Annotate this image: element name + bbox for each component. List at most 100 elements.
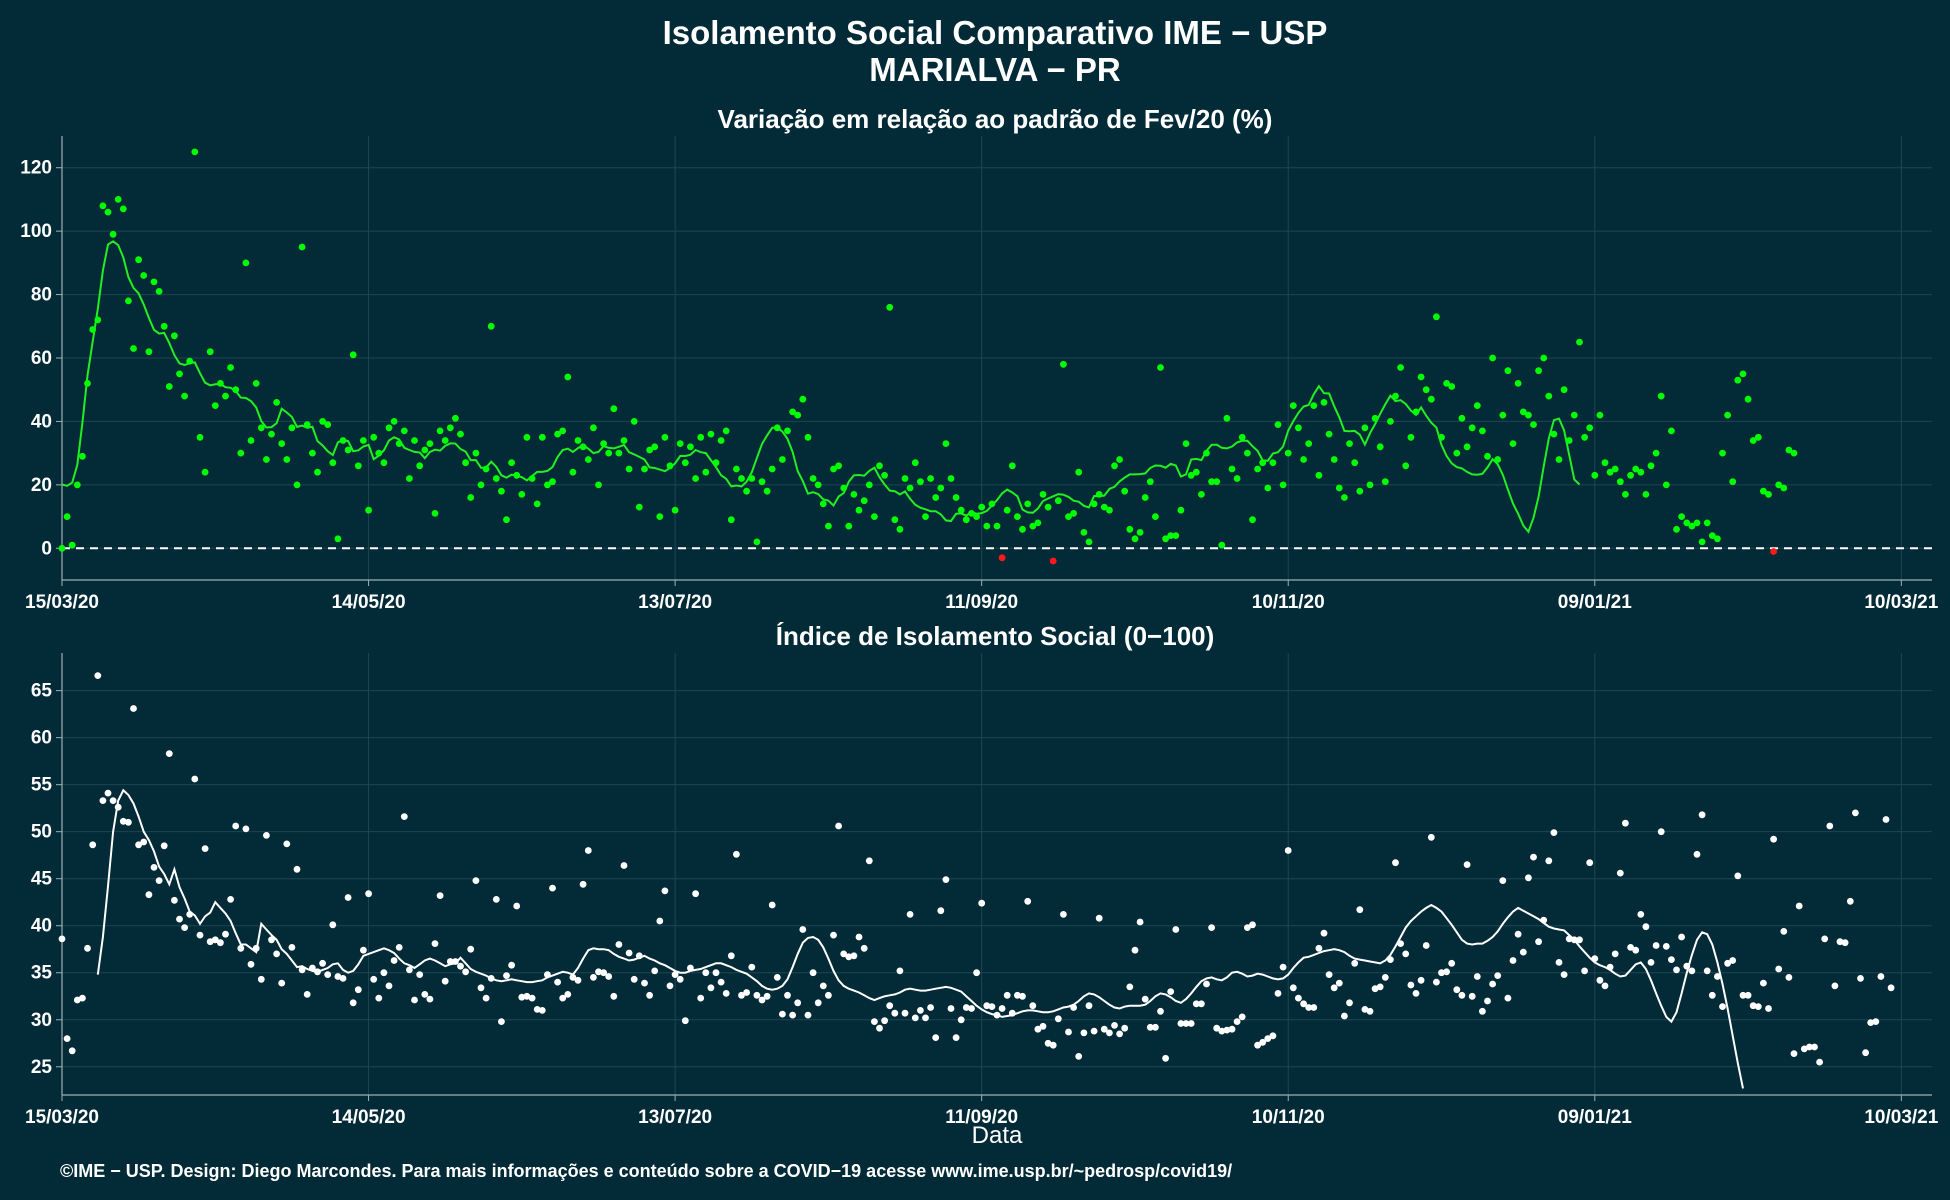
variation-point xyxy=(1361,424,1369,432)
index-point xyxy=(983,1002,991,1010)
index-point xyxy=(1387,956,1394,963)
index-point xyxy=(360,946,367,954)
variation-point xyxy=(554,430,561,438)
variation-point xyxy=(799,395,807,403)
index-point xyxy=(140,838,148,846)
index-point xyxy=(1744,991,1752,999)
index-point xyxy=(217,939,224,947)
variation-point xyxy=(1412,408,1420,416)
variation-point xyxy=(227,364,235,371)
index-point xyxy=(906,911,914,918)
y-tick-label: 20 xyxy=(31,475,52,496)
variation-point xyxy=(1698,538,1706,546)
index-point xyxy=(922,1014,929,1022)
index-point xyxy=(1591,955,1599,962)
index-point xyxy=(1867,1019,1875,1026)
variation-point xyxy=(1407,433,1415,441)
index-point xyxy=(717,978,725,986)
index-point xyxy=(1182,1020,1190,1027)
index-point xyxy=(809,969,817,977)
x-tick-label: 15/03/20 xyxy=(25,592,99,613)
variation-point xyxy=(150,278,158,286)
index-point xyxy=(201,845,209,852)
variation-point xyxy=(1565,437,1573,444)
index-point xyxy=(574,976,582,984)
index-point xyxy=(1402,950,1410,958)
index-point xyxy=(661,887,669,895)
index-point xyxy=(1131,946,1139,954)
index-point xyxy=(1433,978,1440,986)
variation-point xyxy=(717,437,725,444)
index-point xyxy=(1300,1000,1307,1008)
variation-point xyxy=(1586,424,1594,432)
index-point xyxy=(1841,939,1849,947)
variation-point xyxy=(1346,440,1353,447)
variation-point xyxy=(441,437,449,444)
variation-point xyxy=(1325,430,1333,438)
index-point xyxy=(528,994,536,1002)
index-point xyxy=(237,944,245,952)
variation-point xyxy=(733,465,740,473)
index-point xyxy=(610,992,618,1000)
variation-point xyxy=(1310,402,1318,409)
index-point xyxy=(1698,811,1706,819)
index-point xyxy=(1203,980,1210,988)
index-point xyxy=(1274,990,1282,997)
variation-point xyxy=(1770,548,1777,555)
variation-point xyxy=(840,484,848,492)
index-point xyxy=(1627,944,1634,951)
variation-point xyxy=(876,462,883,470)
index-point xyxy=(876,1024,883,1032)
variation-point xyxy=(661,433,669,441)
index-point xyxy=(406,966,413,974)
index-point xyxy=(303,991,311,998)
y-tick-label: 50 xyxy=(31,822,52,843)
variation-point xyxy=(1765,491,1772,498)
index-point xyxy=(171,896,178,904)
index-point xyxy=(784,991,791,999)
index-point xyxy=(1341,1012,1348,1020)
index-point xyxy=(1177,1020,1185,1027)
variation-point xyxy=(1157,364,1164,371)
index-point xyxy=(1244,924,1251,931)
variation-point xyxy=(171,332,178,340)
index-point xyxy=(99,797,107,804)
index-point xyxy=(1836,938,1844,946)
index-point xyxy=(1376,983,1384,991)
variation-point xyxy=(421,446,429,454)
variation-point xyxy=(109,230,117,238)
variation-point xyxy=(400,427,408,435)
index-point xyxy=(1075,1053,1083,1060)
variation-point xyxy=(1601,459,1609,467)
variation-point xyxy=(615,449,623,457)
variation-point xyxy=(1187,471,1195,479)
variation-point xyxy=(1213,478,1221,486)
index-point xyxy=(1519,948,1527,956)
index-point xyxy=(472,877,480,884)
index-point xyxy=(1785,974,1793,981)
variation-point xyxy=(804,433,812,441)
index-point xyxy=(1049,1041,1057,1049)
index-point xyxy=(554,978,561,986)
variation-point xyxy=(641,465,648,473)
variation-point xyxy=(1376,443,1384,451)
index-point xyxy=(1223,1026,1231,1034)
variation-point xyxy=(595,481,602,489)
variation-point xyxy=(452,414,459,422)
variation-point xyxy=(1136,529,1144,536)
variation-point xyxy=(1387,418,1394,425)
index-point xyxy=(1310,1004,1318,1011)
variation-point xyxy=(1484,452,1491,460)
variation-point xyxy=(1049,557,1057,565)
main-subtitle: MARIALVA − PR xyxy=(869,51,1121,88)
variation-point xyxy=(901,475,909,482)
index-point xyxy=(1463,861,1471,868)
index-point xyxy=(1054,1015,1062,1023)
variation-point xyxy=(1657,392,1665,400)
index-point xyxy=(1192,1000,1200,1008)
index-point xyxy=(462,968,469,976)
variation-point xyxy=(273,399,280,406)
variation-point xyxy=(1034,519,1042,527)
variation-point xyxy=(1208,478,1215,486)
